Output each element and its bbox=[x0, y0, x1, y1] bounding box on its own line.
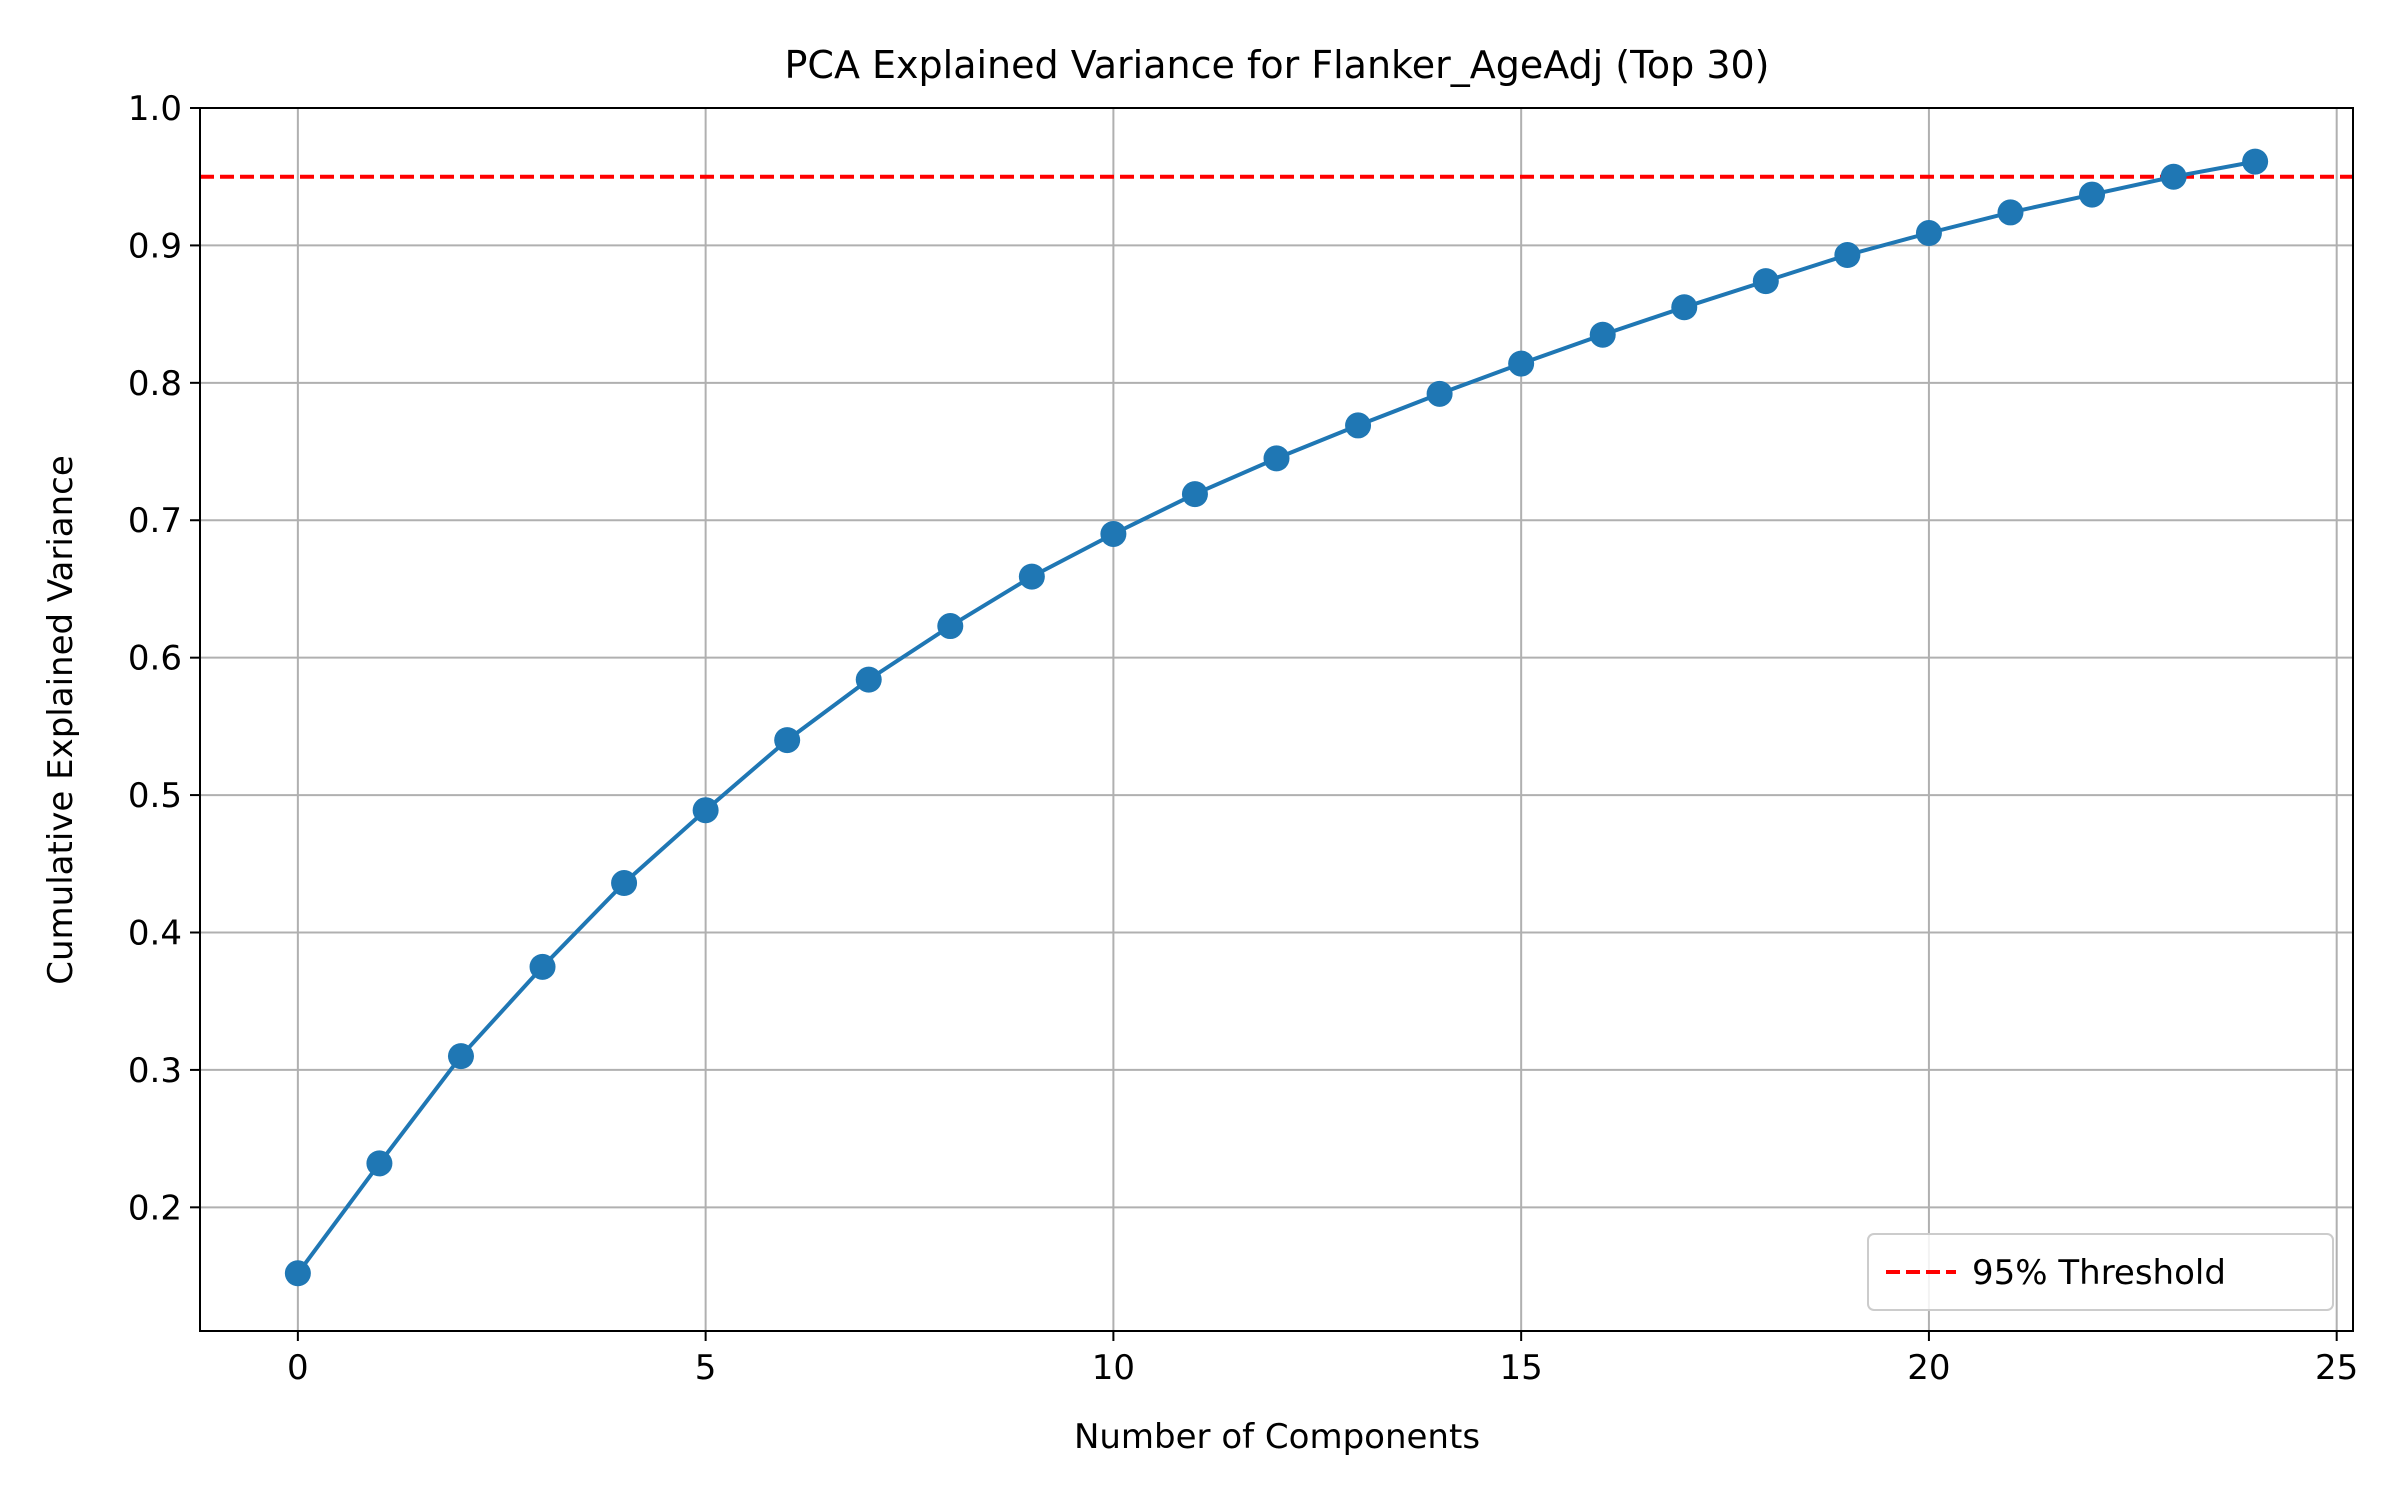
y-axis-ticks: 0.2 0.3 0.4 0.5 0.6 0.7 0.8 0.9 1.0 bbox=[128, 89, 200, 1228]
data-point bbox=[1508, 350, 1535, 377]
data-point bbox=[1345, 412, 1372, 439]
y-axis-label: Cumulative Explained Variance bbox=[41, 455, 81, 985]
data-point bbox=[1834, 242, 1861, 269]
y-tick-label: 0.2 bbox=[128, 1188, 182, 1228]
data-point bbox=[774, 727, 801, 754]
y-tick-label: 0.5 bbox=[128, 776, 182, 816]
x-axis-label: Number of Components bbox=[1074, 1417, 1480, 1457]
y-tick-label: 1.0 bbox=[128, 89, 182, 129]
legend-label-threshold: 95% Threshold bbox=[1972, 1253, 2226, 1293]
y-tick-label: 0.7 bbox=[128, 501, 182, 541]
data-point bbox=[447, 1043, 474, 1070]
data-point bbox=[1100, 520, 1127, 547]
legend: 95% Threshold bbox=[1867, 1233, 2334, 1311]
data-point bbox=[366, 1150, 393, 1177]
data-point bbox=[855, 666, 882, 693]
x-tick-label: 0 bbox=[287, 1348, 309, 1388]
data-point bbox=[937, 613, 964, 640]
x-tick-label: 20 bbox=[1907, 1348, 1950, 1388]
y-tick-label: 0.6 bbox=[128, 639, 182, 679]
data-point bbox=[1426, 380, 1453, 407]
data-point bbox=[2242, 148, 2269, 175]
legend-box bbox=[1867, 1233, 2334, 1311]
data-point bbox=[2160, 163, 2187, 190]
data-point bbox=[611, 870, 638, 897]
y-tick-label: 0.8 bbox=[128, 364, 182, 404]
data-point bbox=[692, 797, 719, 824]
data-point bbox=[1181, 481, 1208, 508]
data-point bbox=[1915, 220, 1942, 247]
x-tick-label: 10 bbox=[1092, 1348, 1135, 1388]
x-tick-label: 5 bbox=[695, 1348, 717, 1388]
data-point bbox=[284, 1260, 311, 1287]
y-tick-label: 0.9 bbox=[128, 226, 182, 266]
plot-frame bbox=[199, 107, 2354, 1332]
data-point bbox=[1671, 294, 1698, 321]
data-point bbox=[1018, 563, 1045, 590]
data-point bbox=[1263, 445, 1290, 472]
data-point bbox=[2079, 181, 2106, 208]
x-tick-label: 25 bbox=[2315, 1348, 2358, 1388]
x-axis-ticks: 0 5 10 15 20 25 bbox=[287, 1331, 2358, 1388]
data-points bbox=[284, 148, 2269, 1287]
data-point bbox=[1997, 199, 2024, 226]
data-point bbox=[529, 953, 556, 980]
y-tick-label: 0.3 bbox=[128, 1051, 182, 1091]
x-tick-label: 15 bbox=[1500, 1348, 1543, 1388]
y-tick-label: 0.4 bbox=[128, 913, 182, 953]
chart-title: PCA Explained Variance for Flanker_AgeAd… bbox=[785, 43, 1770, 87]
data-point bbox=[1589, 321, 1616, 348]
data-point bbox=[1752, 268, 1779, 295]
